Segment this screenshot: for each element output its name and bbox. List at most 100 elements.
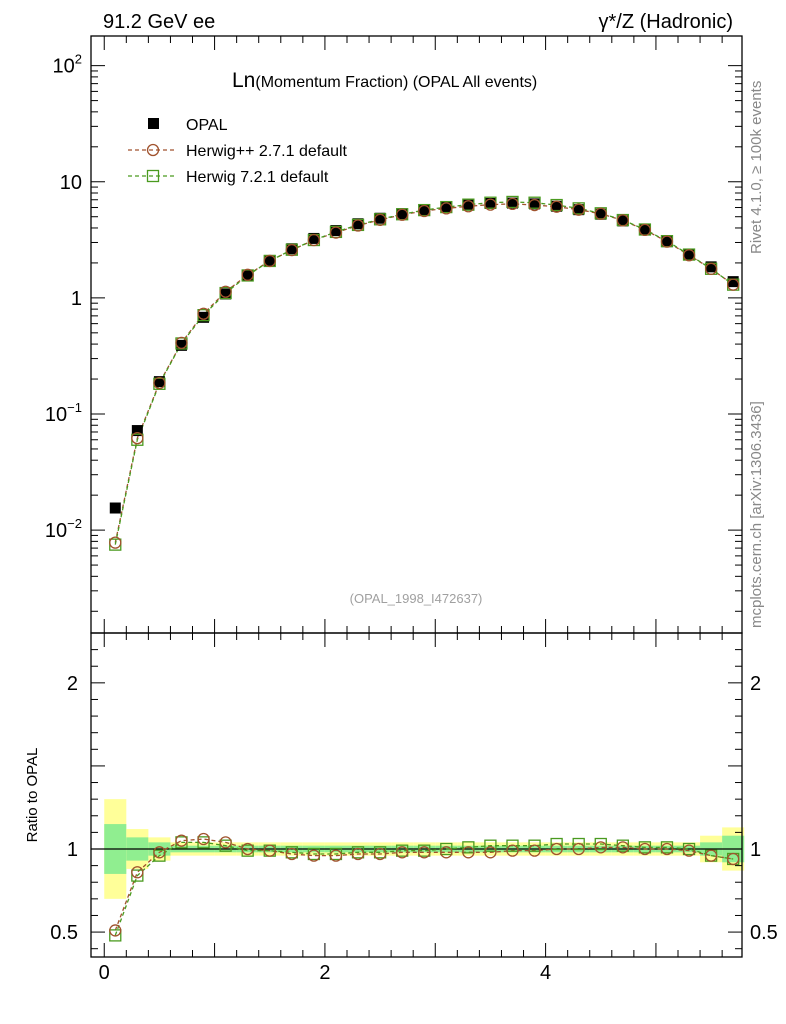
ratio-point-herwigpp: [594, 841, 607, 854]
ratio-point-herwigpp: [241, 842, 254, 856]
ratio-point-herwig7: [440, 842, 453, 856]
ratio-plot-frame: [90, 632, 743, 958]
ratio-point-herwigpp: [175, 834, 188, 847]
data-point-opal: [264, 254, 276, 266]
ratio-point-herwigpp: [682, 844, 696, 857]
data-point-opal: [374, 212, 386, 224]
plot-title-rest: (Momentum Fraction) (OPAL All events): [255, 74, 537, 91]
data-point-herwigpp: [616, 214, 629, 227]
data-point-opal: [330, 225, 342, 237]
ratio-point-herwig7: [528, 839, 541, 852]
ratio-y-tick-label-left: 2: [67, 673, 78, 695]
data-point-herwigpp: [285, 243, 298, 257]
ratio-point-herwigpp: [263, 844, 276, 857]
data-point-herwigpp: [351, 219, 365, 232]
legend-label-opal: OPAL: [186, 117, 228, 134]
ratio-point-herwig7: [506, 839, 519, 852]
ratio-point-herwigpp: [528, 844, 541, 857]
ratio-point-herwigpp: [219, 836, 232, 849]
legend-label-herwig7: Herwig 7.2.1 default: [186, 169, 329, 186]
ratio-point-herwigpp: [307, 849, 321, 862]
legend: OPAL Herwig++ 2.7.1 default Herwig 7.2.1…: [128, 117, 348, 186]
ratio-point-herwigpp: [131, 866, 144, 879]
data-point-opal: [109, 502, 121, 514]
data-point-opal: [506, 197, 518, 209]
ratio-point-herwigpp: [660, 842, 674, 856]
ratio-point-herwigpp: [153, 846, 166, 859]
ratio-point-herwigpp: [396, 846, 409, 859]
data-point-opal: [440, 201, 452, 213]
data-point-herwigpp: [440, 202, 453, 215]
data-point-opal: [727, 276, 739, 288]
data-point-opal: [175, 339, 187, 351]
ratio-point-herwig7: [484, 839, 497, 852]
data-point-herwigpp: [727, 278, 740, 291]
data-point-herwigpp: [263, 254, 276, 268]
data-point-opal: [242, 269, 254, 281]
ratio-point-herwig7: [462, 841, 475, 854]
ratio-line-herwigpp: [114, 838, 734, 931]
legend-marker-herwigpp: [146, 143, 160, 157]
data-point-opal: [617, 215, 629, 227]
mcplots-label: mcplots.cern.ch [arXiv:1306.3436]: [748, 401, 765, 628]
data-point-herwigpp: [462, 200, 475, 213]
data-point-opal: [484, 197, 496, 209]
data-point-herwigpp: [550, 200, 563, 213]
series-line-herwig7: [114, 201, 734, 545]
data-point-opal: [573, 204, 585, 216]
data-point-herwigpp: [241, 268, 254, 281]
ratio-point-herwigpp: [373, 847, 387, 861]
y-tick-label: 102: [53, 52, 82, 78]
data-point-herwigpp: [329, 226, 343, 239]
data-point-opal: [551, 200, 563, 212]
plot-title: Ln(Momentum Fraction) (OPAL All events): [232, 69, 537, 92]
legend-label-herwigpp: Herwig++ 2.7.1 default: [186, 143, 348, 160]
ratio-point-herwig7: [131, 869, 144, 882]
ratio-y-tick-label-left: 1: [67, 839, 78, 861]
y-tick-label: 10−1: [45, 400, 82, 426]
data-point-herwigpp: [704, 262, 718, 275]
chart-dynamic-layer: 102 10 1 10−1 10−2 0 2 4 2 2 1 1 0.5 0.5: [45, 36, 778, 984]
ratio-point-herwigpp: [462, 846, 475, 859]
data-point-opal: [595, 208, 607, 220]
data-point-opal: [529, 198, 541, 210]
ratio-point-herwigpp: [329, 849, 343, 862]
data-point-herwigpp: [638, 223, 652, 237]
ratio-point-herwig7: [572, 837, 585, 851]
data-point-opal: [705, 261, 717, 273]
ratio-point-herwig7: [550, 837, 563, 851]
header-left: 91.2 GeV ee: [103, 11, 215, 33]
data-point-opal: [153, 376, 165, 388]
x-tick-label: 0: [99, 962, 110, 984]
series-line-herwigpp: [114, 203, 734, 543]
data-point-opal: [661, 236, 673, 248]
data-point-herwigpp: [572, 203, 585, 216]
ratio-point-herwig7: [197, 836, 210, 849]
data-point-herwigpp: [307, 233, 321, 247]
data-point-opal: [286, 243, 298, 255]
y-tick-label: 10: [60, 172, 82, 194]
x-tick-label: 4: [540, 962, 551, 984]
ratio-point-herwigpp: [506, 844, 519, 857]
data-point-herwigpp: [219, 285, 232, 298]
data-point-opal: [352, 218, 364, 230]
ratio-point-herwigpp: [638, 842, 652, 856]
ratio-y-tick-label-right: 0.5: [750, 922, 778, 944]
data-point-herwigpp: [484, 198, 497, 211]
ratio-point-herwig7: [153, 849, 166, 862]
data-point-opal: [131, 425, 143, 437]
ratio-point-herwig7: [109, 929, 122, 942]
data-point-opal: [639, 224, 651, 236]
data-point-herwigpp: [175, 336, 188, 349]
data-point-opal: [396, 208, 408, 220]
data-point-herwigpp: [153, 376, 166, 390]
y-tick-label: 1: [71, 288, 82, 310]
ratio-point-herwigpp: [704, 849, 718, 862]
data-point-opal: [308, 232, 320, 244]
data-point-herwigpp: [660, 235, 674, 248]
ratio-point-herwigpp: [440, 846, 453, 859]
ratio-point-herwigpp: [484, 846, 497, 859]
y-tick-label: 10−2: [45, 516, 82, 542]
ratio-point-herwig7: [594, 837, 607, 851]
